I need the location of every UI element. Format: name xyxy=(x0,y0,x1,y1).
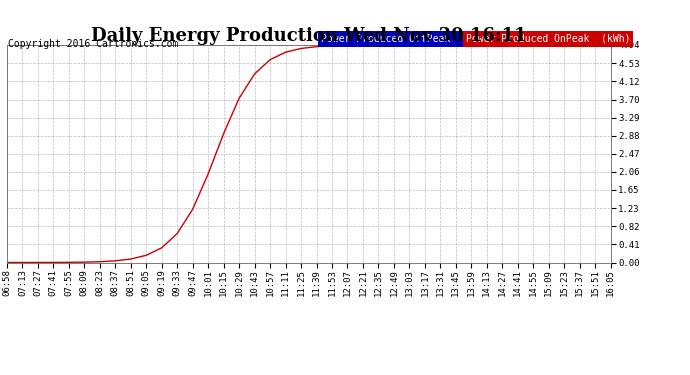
Title: Daily Energy Production Wed Nov 30 16:11: Daily Energy Production Wed Nov 30 16:11 xyxy=(91,27,526,45)
Text: Copyright 2016 Cartronics.com: Copyright 2016 Cartronics.com xyxy=(8,39,179,50)
Text: Power Produced OffPeak  (kWh): Power Produced OffPeak (kWh) xyxy=(321,34,491,44)
Text: Power Produced OnPeak  (kWh): Power Produced OnPeak (kWh) xyxy=(466,34,630,44)
